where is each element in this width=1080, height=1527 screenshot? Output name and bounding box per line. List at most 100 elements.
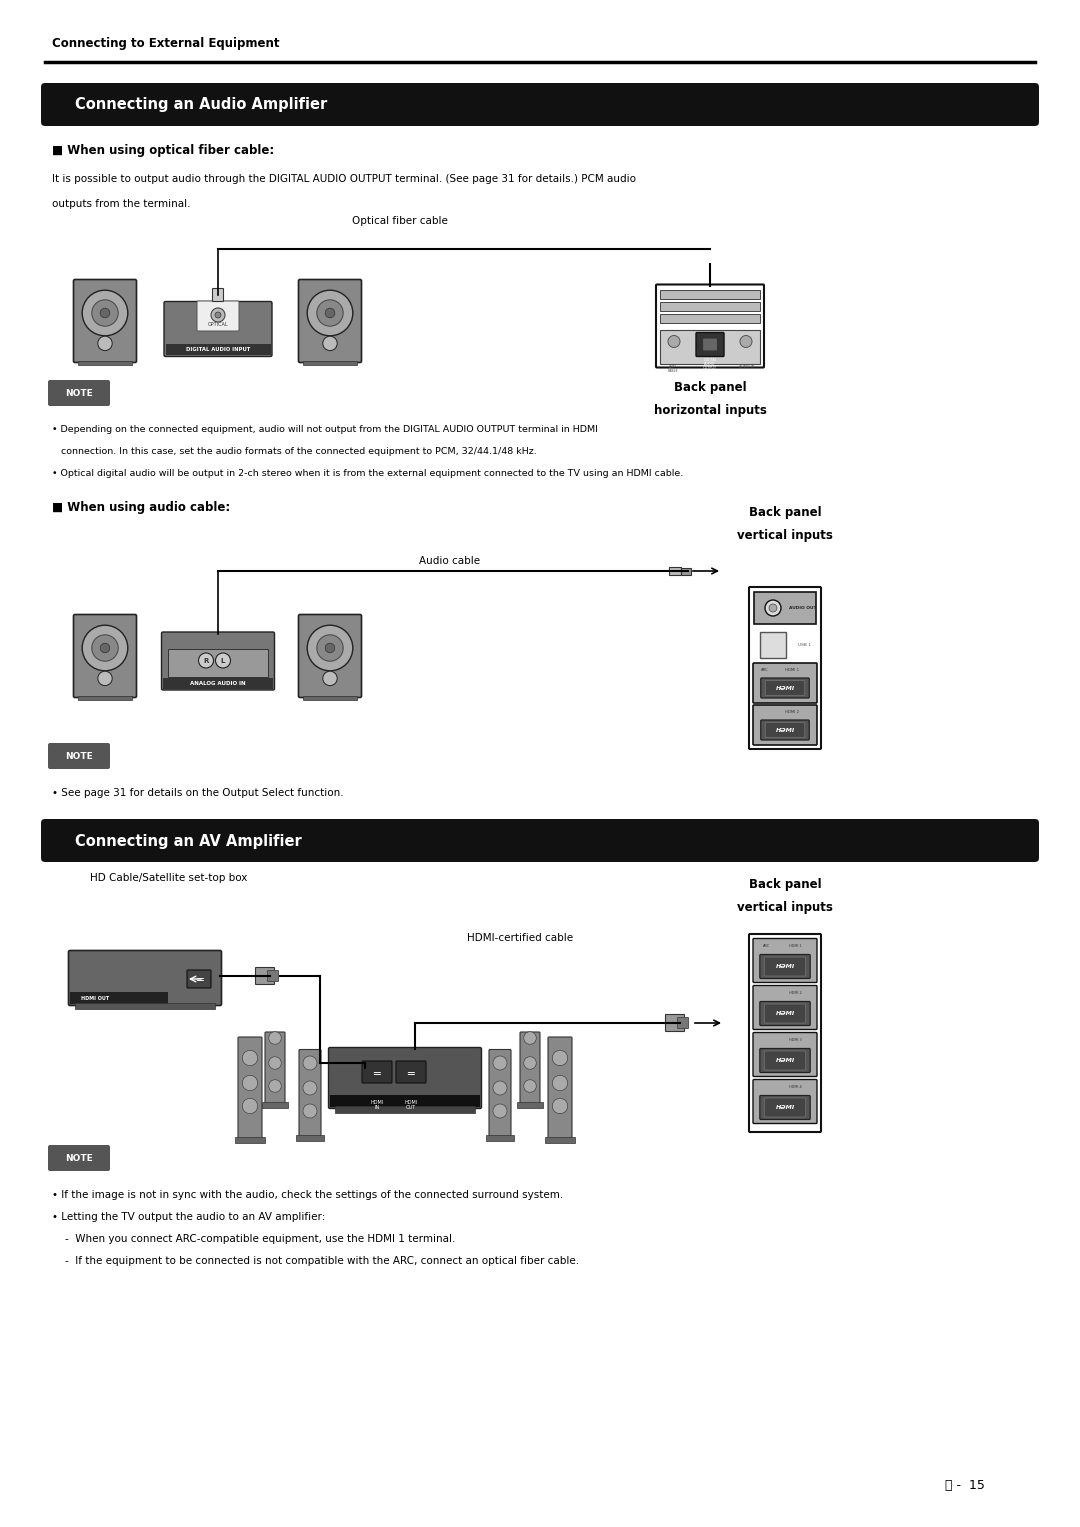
Text: HƏMI: HƏMI	[775, 1106, 795, 1110]
Text: horizontal inputs: horizontal inputs	[653, 405, 767, 417]
Text: L: L	[220, 658, 226, 664]
FancyBboxPatch shape	[765, 1051, 806, 1070]
FancyBboxPatch shape	[660, 313, 760, 322]
Text: NOTE: NOTE	[65, 388, 93, 397]
Circle shape	[325, 643, 335, 654]
Circle shape	[303, 1057, 318, 1070]
Text: outputs from the terminal.: outputs from the terminal.	[52, 199, 190, 209]
Text: HDMI 4: HDMI 4	[788, 1084, 801, 1089]
Text: Connecting an AV Amplifier: Connecting an AV Amplifier	[75, 834, 301, 849]
Text: • Letting the TV output the audio to an AV amplifier:: • Letting the TV output the audio to an …	[52, 1212, 325, 1222]
Circle shape	[740, 336, 752, 348]
Text: HDMI 2: HDMI 2	[788, 991, 801, 994]
Text: ANT/
CABLE: ANT/ CABLE	[667, 365, 678, 373]
Text: HƏMI: HƏMI	[775, 686, 795, 690]
Text: DIGITAL AUDIO INPUT: DIGITAL AUDIO INPUT	[186, 347, 251, 353]
Circle shape	[524, 1057, 537, 1069]
Text: HDMI 3: HDMI 3	[788, 1037, 801, 1041]
FancyBboxPatch shape	[517, 1102, 543, 1109]
FancyBboxPatch shape	[265, 1032, 285, 1104]
FancyBboxPatch shape	[760, 632, 786, 658]
FancyBboxPatch shape	[766, 722, 805, 738]
Text: AUDIO IN: AUDIO IN	[740, 365, 755, 368]
Text: HƏMI: HƏMI	[775, 727, 795, 733]
FancyBboxPatch shape	[163, 678, 273, 689]
Circle shape	[100, 308, 110, 318]
Text: R: R	[203, 658, 208, 664]
FancyBboxPatch shape	[766, 681, 805, 695]
Text: AUDIO OUT: AUDIO OUT	[789, 606, 816, 609]
FancyBboxPatch shape	[165, 344, 270, 354]
Circle shape	[242, 1075, 258, 1090]
FancyBboxPatch shape	[303, 696, 357, 699]
FancyBboxPatch shape	[70, 993, 167, 1003]
FancyBboxPatch shape	[548, 1037, 572, 1139]
FancyBboxPatch shape	[238, 1037, 262, 1139]
FancyBboxPatch shape	[296, 1135, 324, 1141]
FancyBboxPatch shape	[168, 649, 268, 676]
Circle shape	[492, 1104, 507, 1118]
Text: Connecting to External Equipment: Connecting to External Equipment	[52, 37, 280, 50]
FancyBboxPatch shape	[78, 696, 132, 699]
FancyBboxPatch shape	[298, 279, 362, 362]
Text: It is possible to output audio through the DIGITAL AUDIO OUTPUT terminal. (See p: It is possible to output audio through t…	[52, 174, 636, 183]
FancyBboxPatch shape	[753, 1032, 816, 1077]
Circle shape	[765, 600, 781, 615]
FancyBboxPatch shape	[48, 744, 110, 770]
Text: HƏMI: HƏMI	[775, 1011, 795, 1015]
FancyBboxPatch shape	[545, 1138, 575, 1144]
FancyBboxPatch shape	[256, 968, 274, 985]
FancyBboxPatch shape	[753, 663, 816, 702]
FancyBboxPatch shape	[681, 568, 691, 574]
FancyBboxPatch shape	[660, 330, 760, 363]
Circle shape	[211, 308, 225, 322]
Text: Back panel: Back panel	[674, 382, 746, 394]
Text: ═: ═	[374, 1067, 380, 1078]
Circle shape	[199, 654, 214, 667]
Circle shape	[82, 625, 127, 670]
Text: DIGITAL
AUDIO
OUTPUT: DIGITAL AUDIO OUTPUT	[703, 357, 717, 370]
Text: HDMI OUT: HDMI OUT	[81, 996, 109, 1000]
Text: • See page 31 for details on the Output Select function.: • See page 31 for details on the Output …	[52, 788, 343, 799]
FancyBboxPatch shape	[765, 1098, 806, 1116]
Circle shape	[524, 1032, 537, 1044]
Text: -  If the equipment to be connected is not compatible with the ARC, connect an o: - If the equipment to be connected is no…	[52, 1257, 579, 1266]
Text: OPTICAL: OPTICAL	[207, 322, 228, 327]
Circle shape	[307, 290, 353, 336]
Text: • Optical digital audio will be output in 2-ch stereo when it is from the extern: • Optical digital audio will be output i…	[52, 469, 684, 478]
FancyBboxPatch shape	[162, 632, 274, 690]
FancyBboxPatch shape	[299, 1049, 321, 1136]
Text: connection. In this case, set the audio formats of the connected equipment to PC: connection. In this case, set the audio …	[52, 447, 537, 457]
Circle shape	[316, 635, 343, 661]
FancyBboxPatch shape	[760, 1049, 810, 1072]
FancyBboxPatch shape	[753, 985, 816, 1029]
FancyBboxPatch shape	[48, 1145, 110, 1171]
FancyBboxPatch shape	[760, 1095, 810, 1119]
FancyBboxPatch shape	[48, 380, 110, 406]
Circle shape	[215, 312, 221, 318]
Circle shape	[492, 1057, 507, 1070]
FancyBboxPatch shape	[754, 592, 816, 625]
Text: Back panel: Back panel	[748, 505, 821, 519]
Circle shape	[669, 336, 680, 348]
Circle shape	[552, 1075, 568, 1090]
FancyBboxPatch shape	[78, 360, 132, 365]
Circle shape	[552, 1051, 568, 1066]
Text: ■ When using optical fiber cable:: ■ When using optical fiber cable:	[52, 144, 274, 157]
Text: ARC: ARC	[764, 944, 771, 947]
FancyBboxPatch shape	[489, 1049, 511, 1136]
FancyBboxPatch shape	[75, 1003, 215, 1009]
FancyBboxPatch shape	[213, 289, 224, 301]
FancyBboxPatch shape	[753, 1080, 816, 1124]
Circle shape	[524, 1080, 537, 1092]
Text: HDMI 2: HDMI 2	[785, 710, 799, 715]
Text: Audio cable: Audio cable	[419, 556, 481, 567]
Circle shape	[216, 654, 230, 667]
FancyBboxPatch shape	[765, 1003, 806, 1023]
Text: USB 1: USB 1	[798, 643, 811, 647]
Text: HDMI 1: HDMI 1	[785, 667, 799, 672]
FancyBboxPatch shape	[73, 614, 136, 698]
Text: HDMI-certified cable: HDMI-certified cable	[467, 933, 573, 944]
Text: • Depending on the connected equipment, audio will not output from the DIGITAL A: • Depending on the connected equipment, …	[52, 425, 598, 434]
FancyBboxPatch shape	[68, 950, 221, 1005]
